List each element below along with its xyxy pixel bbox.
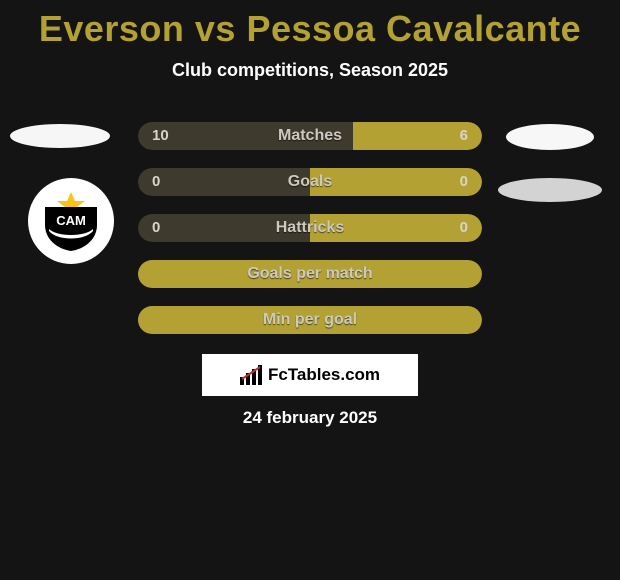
- bars-icon: [240, 365, 262, 385]
- stat-value-right: 6: [460, 122, 468, 150]
- left-player-oval: [10, 124, 110, 148]
- stat-row: 0Hattricks0: [138, 214, 482, 242]
- stat-label: Hattricks: [138, 214, 482, 242]
- page-title: Everson vs Pessoa Cavalcante: [0, 0, 620, 50]
- left-club-badge: CAM: [28, 178, 114, 264]
- stats-panel: 10Matches60Goals00Hattricks0Goals per ma…: [138, 122, 482, 352]
- stat-row: Goals per match: [138, 260, 482, 288]
- stat-label: Matches: [138, 122, 482, 150]
- date-label: 24 february 2025: [0, 408, 620, 428]
- stat-row: 10Matches6: [138, 122, 482, 150]
- watermark-text: FcTables.com: [268, 365, 380, 385]
- watermark: FcTables.com: [202, 354, 418, 396]
- stat-label: Min per goal: [138, 306, 482, 334]
- stat-label: Goals per match: [138, 260, 482, 288]
- stat-value-right: 0: [460, 168, 468, 196]
- stat-row: Min per goal: [138, 306, 482, 334]
- svg-text:CAM: CAM: [56, 213, 86, 228]
- subtitle: Club competitions, Season 2025: [0, 60, 620, 81]
- stat-label: Goals: [138, 168, 482, 196]
- stat-value-right: 0: [460, 214, 468, 242]
- stat-row: 0Goals0: [138, 168, 482, 196]
- right-player-oval-2: [498, 178, 602, 202]
- right-player-oval-1: [506, 124, 594, 150]
- club-crest-icon: CAM: [39, 189, 103, 253]
